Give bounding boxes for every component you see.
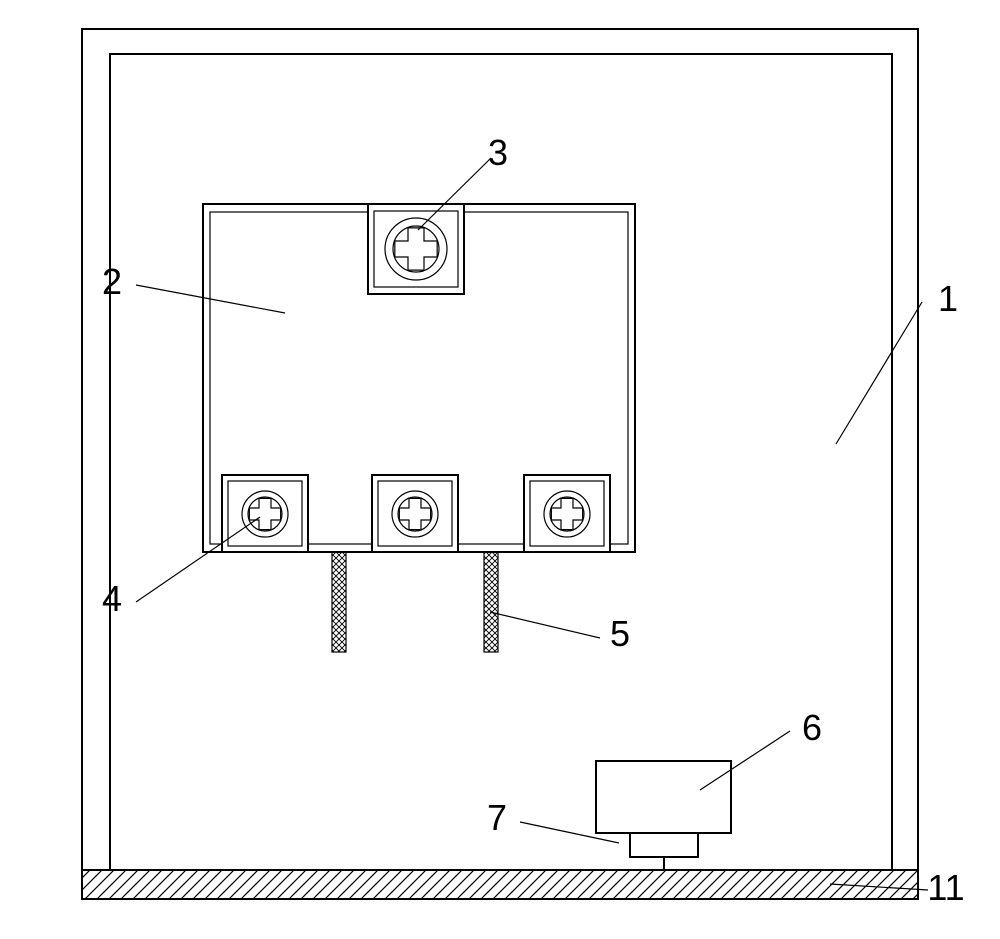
label-1: 1	[938, 278, 958, 319]
leader-1	[836, 302, 922, 444]
diagram-canvas: 1 2 3 4 5 6 7 11	[0, 0, 1000, 939]
leader-4	[136, 517, 260, 602]
label-2: 2	[102, 261, 122, 302]
label-7: 7	[487, 797, 507, 838]
inner-enclosure	[110, 54, 892, 870]
label-4: 4	[102, 578, 122, 619]
baseplate-hatched	[82, 870, 918, 899]
sub-block-top	[596, 761, 731, 833]
sub-block-bottom	[630, 833, 698, 857]
leader-5	[490, 612, 600, 638]
label-6: 6	[802, 707, 822, 748]
pin-1	[484, 552, 498, 652]
label-11: 11	[927, 867, 964, 908]
pin-0	[332, 552, 346, 652]
label-3: 3	[488, 132, 508, 173]
label-5: 5	[610, 613, 630, 654]
